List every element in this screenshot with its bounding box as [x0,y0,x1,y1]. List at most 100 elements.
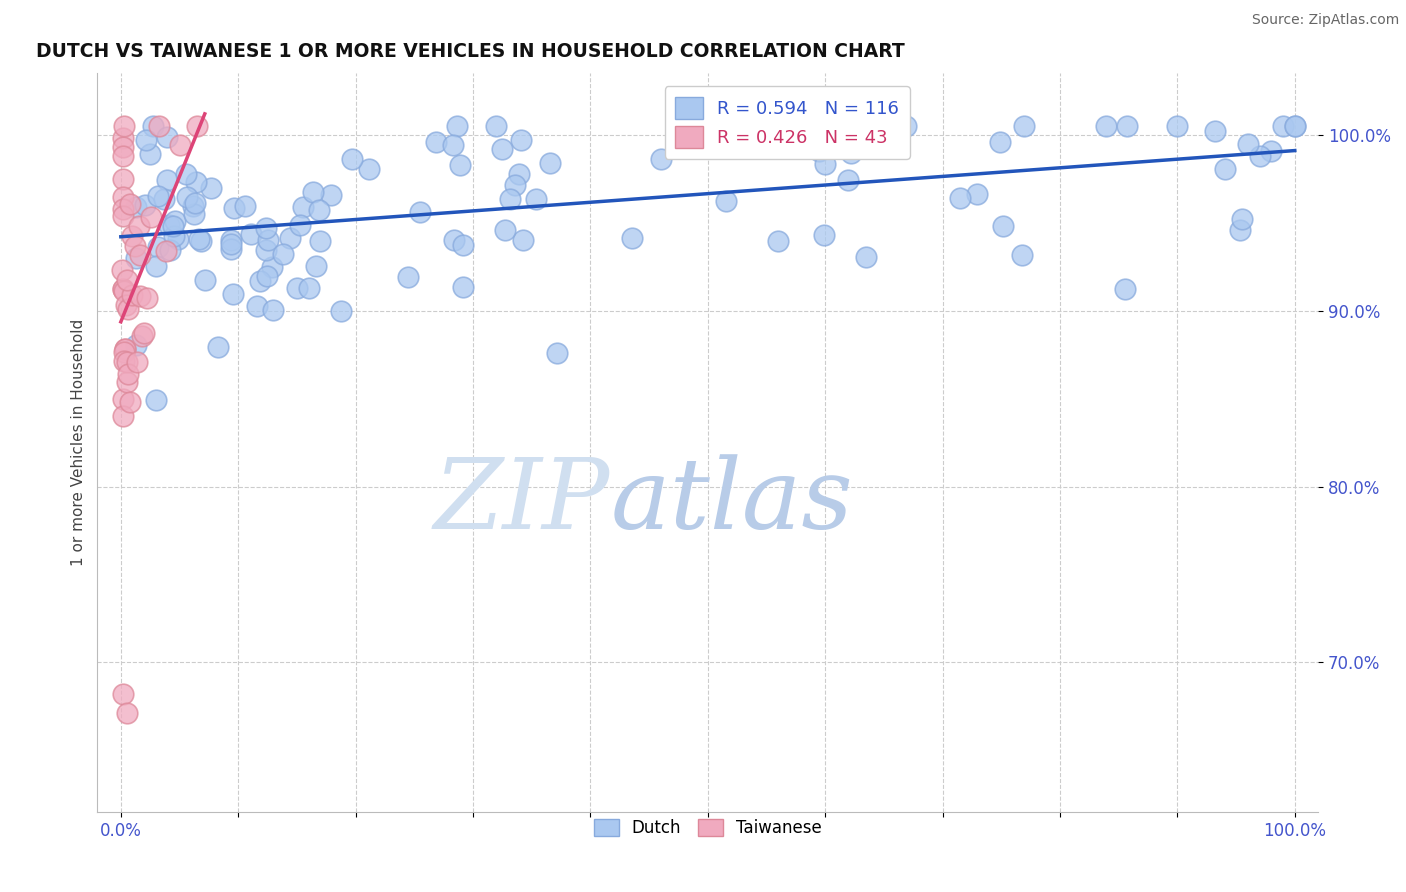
Point [163,214,186,228]
Point [112,282,135,296]
Point [162,229,184,244]
Point [112,344,135,359]
Point [125,252,148,266]
Point [155,244,177,259]
Point [621,231,644,245]
Point [188,232,211,246]
Point [799,119,821,133]
Point [117,301,139,316]
Point [254,221,277,235]
Point [162,219,184,233]
Point [139,210,162,224]
Point [813,227,835,242]
Legend: Dutch, Taiwanese: Dutch, Taiwanese [586,813,828,844]
Point [169,138,191,153]
Point [546,346,568,360]
Point [115,706,138,721]
Point [186,175,208,189]
Point [257,233,280,247]
Point [446,119,468,133]
Point [112,285,135,299]
Point [1012,119,1035,133]
Point [111,263,134,277]
Point [650,153,672,167]
Point [305,259,328,273]
Point [135,133,157,147]
Point [1249,149,1271,163]
Point [121,288,143,302]
Point [485,119,508,133]
Point [124,238,146,252]
Point [115,376,138,390]
Point [1284,119,1306,133]
Point [112,353,135,368]
Point [837,173,859,187]
Point [142,119,165,133]
Point [121,228,143,243]
Point [538,156,561,170]
Y-axis label: 1 or more Vehicles in Household: 1 or more Vehicles in Household [72,319,86,566]
Point [112,172,135,186]
Point [262,260,284,275]
Point [219,243,242,257]
Point [453,280,475,294]
Point [807,144,830,158]
Point [778,119,800,133]
Point [966,187,988,202]
Point [181,199,204,213]
Point [112,140,135,154]
Point [219,236,242,251]
Point [174,167,197,181]
Point [1166,119,1188,133]
Point [117,367,139,381]
Point [714,194,737,208]
Point [112,392,135,406]
Point [508,167,530,181]
Point [129,248,152,262]
Point [254,243,277,257]
Point [246,299,269,313]
Point [114,342,136,356]
Point [233,199,256,213]
Point [135,291,157,305]
Point [221,287,243,301]
Point [134,198,156,212]
Point [145,259,167,273]
Point [855,251,877,265]
Point [112,131,135,145]
Point [112,209,135,223]
Point [449,158,471,172]
Point [1204,123,1226,137]
Point [183,207,205,221]
Point [186,119,208,133]
Point [114,298,136,312]
Point [112,189,135,203]
Point [301,186,323,200]
Point [988,135,1011,149]
Point [359,161,381,176]
Point [441,137,464,152]
Point [249,274,271,288]
Point [319,188,342,202]
Point [115,355,138,369]
Text: DUTCH VS TAIWANESE 1 OR MORE VEHICLES IN HOUSEHOLD CORRELATION CHART: DUTCH VS TAIWANESE 1 OR MORE VEHICLES IN… [37,42,905,61]
Point [1115,119,1137,133]
Point [309,234,332,248]
Point [124,337,146,351]
Point [219,233,242,247]
Point [503,178,526,192]
Point [425,135,447,149]
Point [125,354,148,368]
Point [894,119,917,133]
Point [451,238,474,252]
Point [184,195,207,210]
Point [1095,119,1118,133]
Point [1284,119,1306,133]
Point [510,133,533,147]
Point [125,200,148,214]
Text: ZIP: ZIP [434,454,610,549]
Point [207,340,229,354]
Point [1232,211,1254,226]
Point [340,153,363,167]
Point [112,149,135,163]
